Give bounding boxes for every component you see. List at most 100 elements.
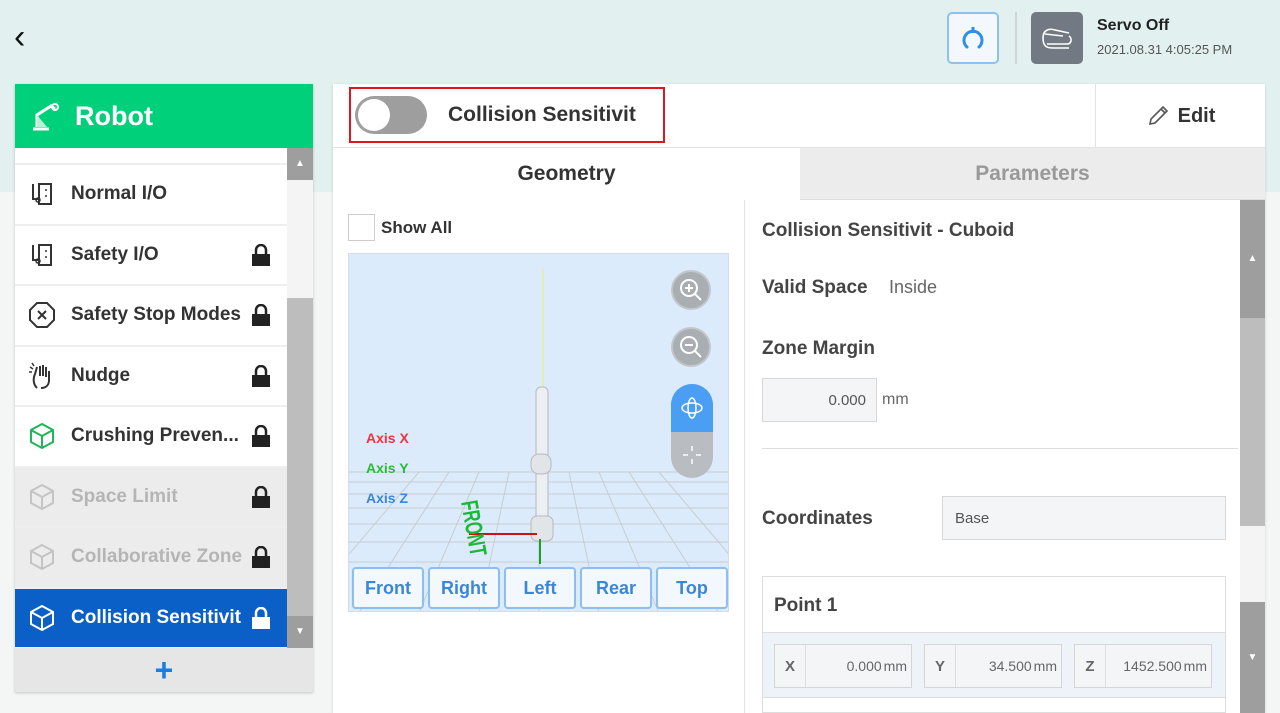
robot-scene: FRONT xyxy=(349,269,728,611)
sidebar-item-label: Safety I/O xyxy=(71,243,159,265)
view-left-button[interactable]: Left xyxy=(504,567,576,609)
view-top-button[interactable]: Top xyxy=(656,567,728,609)
sidebar-item-collision-sensitivit[interactable]: Collision Sensitivit xyxy=(15,588,287,648)
coordinates-label: Coordinates xyxy=(762,508,873,529)
home-pose-button[interactable] xyxy=(947,12,999,64)
robot-arm-icon xyxy=(33,103,59,131)
point-y-field[interactable]: Y 34.500 mm xyxy=(924,644,1062,688)
axis-z-label: Axis Z xyxy=(366,490,409,506)
sidebar-item-label: Crushing Preven... xyxy=(71,425,239,447)
sidebar-item-collaborative-zone[interactable]: Collaborative Zone xyxy=(15,528,287,589)
sidebar-item-label: Collaborative Zone xyxy=(71,546,243,568)
lock-icon xyxy=(251,304,271,332)
coord-value: 34.500 xyxy=(988,658,1032,674)
zone-heading: Collision Sensitivit - Cuboid xyxy=(762,220,1015,241)
view-front-button[interactable]: Front xyxy=(352,567,424,609)
coord-label: X xyxy=(775,645,806,687)
zone-margin-input[interactable]: 0.000 xyxy=(762,378,877,422)
scroll-thumb[interactable] xyxy=(287,298,313,616)
edit-label: Edit xyxy=(1177,104,1216,127)
point-1-card: Point 1 X 0.000 mm Y 34.500 mm Z 1452.500 mm xyxy=(762,576,1226,713)
sidebar-header: Robot xyxy=(15,84,313,148)
show-all-checkbox[interactable]: Show All xyxy=(348,214,452,241)
sidebar-item-label: Collision Sensitivit xyxy=(71,606,241,628)
valid-space-value: Inside xyxy=(889,277,938,297)
details-scrollbar[interactable]: ▲ ▼ xyxy=(1240,200,1265,713)
cube-icon xyxy=(27,542,57,572)
lock-icon xyxy=(251,485,271,514)
axis-x-label: Axis X xyxy=(366,430,409,446)
io-icon xyxy=(27,179,57,209)
lock-icon xyxy=(251,606,271,635)
pan-mode-button[interactable] xyxy=(671,432,713,478)
zoom-out-button[interactable] xyxy=(671,327,711,367)
lock-icon xyxy=(251,243,271,272)
rotate-mode-button[interactable] xyxy=(671,384,713,432)
sidebar: Robot Normal I/O Safety I/O Safety Stop Mo… xyxy=(15,84,313,692)
point-z-field[interactable]: Z 1452.500 mm xyxy=(1074,644,1212,688)
3d-viewer[interactable]: FRONT Axis X Axis Y Axis Z Front Right Lef… xyxy=(348,253,729,612)
servo-button[interactable] xyxy=(1031,12,1083,64)
servo-status: Servo Off xyxy=(1097,17,1170,34)
geometry-viewer-section: Show All FRONT Axis X Axis Y Axis Z Fron… xyxy=(333,200,745,713)
tab-parameters[interactable]: Parameters xyxy=(800,148,1265,200)
tab-geometry[interactable]: Geometry xyxy=(333,148,800,200)
scroll-down-button[interactable]: ▼ xyxy=(287,616,313,648)
sidebar-item-safety-stop-modes[interactable]: Safety Stop Modes xyxy=(15,286,287,347)
zoom-in-button[interactable] xyxy=(671,270,711,310)
sidebar-item-label: Normal I/O xyxy=(71,183,168,205)
sidebar-item-label: Nudge xyxy=(71,364,131,386)
sidebar-item-space-limit[interactable]: Space Limit xyxy=(15,467,287,528)
sidebar-item-safety-i-o[interactable]: Safety I/O xyxy=(15,225,287,286)
coord-label: Z xyxy=(1075,645,1106,687)
front-label: FRONT xyxy=(455,498,491,558)
divider xyxy=(762,448,1238,449)
sidebar-item-nudge[interactable]: Nudge xyxy=(15,346,287,407)
axis-y-label: Axis Y xyxy=(366,460,409,476)
show-all-label: Show All xyxy=(381,217,453,237)
view-rear-button[interactable]: Rear xyxy=(580,567,652,609)
io-icon xyxy=(27,240,57,270)
edit-button[interactable]: Edit xyxy=(1095,84,1265,148)
sidebar-item-crushing-preven[interactable]: Crushing Preven... xyxy=(15,407,287,468)
lock-icon xyxy=(251,364,271,393)
scroll-thumb[interactable] xyxy=(1240,318,1265,526)
point-coordinates: X 0.000 mm Y 34.500 mm Z 1452.500 mm xyxy=(763,632,1225,698)
coordinates-select[interactable]: Base xyxy=(942,496,1226,540)
scroll-up-button[interactable]: ▲ xyxy=(287,148,313,180)
add-button[interactable]: + xyxy=(15,648,313,692)
zone-title: Collision Sensitivit xyxy=(448,103,636,126)
zone-details: Collision Sensitivit - Cuboid Valid Spac… xyxy=(746,200,1240,713)
lock-icon xyxy=(251,546,271,574)
rotate-icon xyxy=(681,397,703,419)
zoom-in-icon xyxy=(680,279,702,301)
tabs: Geometry Parameters xyxy=(333,148,1265,200)
coord-value: 1452.500 xyxy=(1123,658,1182,674)
cube-icon xyxy=(27,603,57,633)
robot-gripper-icon xyxy=(962,27,984,49)
sidebar-list: Normal I/O Safety I/O Safety Stop Modes Nud… xyxy=(15,148,287,648)
point-x-field[interactable]: X 0.000 mm xyxy=(774,644,912,688)
hand-icon xyxy=(27,361,57,391)
view-right-button[interactable]: Right xyxy=(428,567,500,609)
sidebar-item-normal-i-o[interactable]: Normal I/O xyxy=(15,165,287,226)
zoom-out-icon xyxy=(680,336,702,358)
move-arrows-icon xyxy=(683,446,701,464)
sidebar-item-partial[interactable] xyxy=(15,148,287,165)
panel-header: Collision Sensitivit Edit xyxy=(333,84,1265,148)
scroll-down-button[interactable]: ▼ xyxy=(1240,602,1265,713)
scroll-up-button[interactable]: ▲ xyxy=(1240,200,1265,318)
valid-space-label: Valid Space xyxy=(762,277,868,298)
coord-unit: mm xyxy=(1033,658,1057,674)
point-title: Point 1 xyxy=(774,595,838,616)
cube-icon xyxy=(27,482,57,512)
enable-toggle[interactable] xyxy=(355,96,427,134)
datetime: 2021.08.31 4:05:25 PM xyxy=(1097,42,1233,57)
view-buttons: Front Right Left Rear Top xyxy=(352,567,728,609)
back-button[interactable]: ‹ xyxy=(14,18,26,56)
sidebar-scrollbar[interactable]: ▲ ▼ xyxy=(287,148,313,648)
divider xyxy=(1015,12,1017,64)
zone-margin-label: Zone Margin xyxy=(762,338,875,359)
coord-unit: mm xyxy=(1183,658,1207,674)
sidebar-title: Robot xyxy=(75,100,153,131)
